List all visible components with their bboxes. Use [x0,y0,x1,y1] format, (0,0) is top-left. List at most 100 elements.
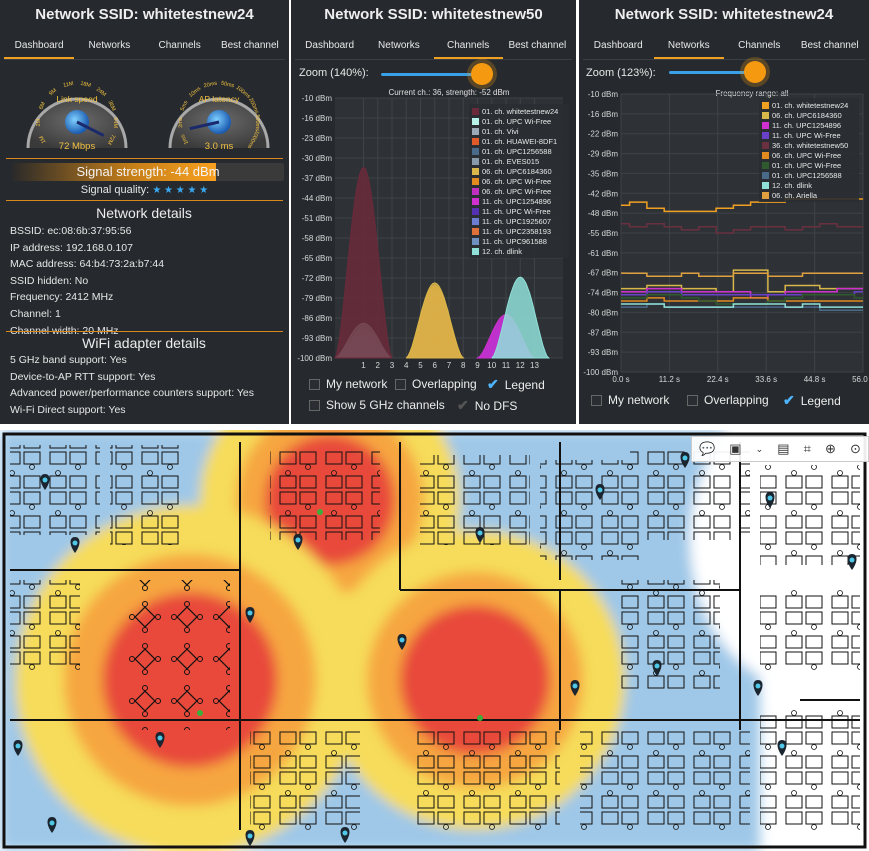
legend-entry: 11. ch. UPC1254896 [772,121,841,130]
checkbox-box[interactable] [591,394,602,406]
y-tick-label: -37 dBm [302,174,333,183]
zoom-slider-knob[interactable] [744,61,767,83]
download-icon[interactable]: ⊙ [849,441,861,456]
legend-entry: 12. ch. dlink [772,181,812,190]
map-pin-icon[interactable] [245,607,255,623]
x-tick-label: 33.6 s [755,375,777,384]
legend-entry: 01. ch. EVES015 [482,157,539,166]
show-5ghz-checkbox[interactable]: Show 5 GHz channels [309,398,445,412]
y-tick-label: -79 dBm [302,294,333,303]
comment-icon[interactable]: 💬 [699,441,716,456]
tab-channels[interactable]: Channels [738,40,781,51]
no-dfs-checkbox[interactable]: ✔ No DFS [457,397,517,414]
legend-entry: 01. ch. whitetestnew24 [482,107,558,116]
y-tick-label: -42 dBm [588,189,619,198]
zoom-label: Zoom (140%): [299,67,369,79]
x-tick-label: 5 [418,361,423,370]
tab-networks[interactable]: Networks [88,40,131,51]
map-pin-icon[interactable] [293,534,303,550]
save-icon[interactable]: ▤ [777,441,790,456]
map-pin-icon[interactable] [47,817,57,833]
map-pin-icon[interactable] [753,680,763,696]
tab-best-channel[interactable]: Best channel [800,40,859,51]
map-pin-icon[interactable] [595,484,605,500]
tab-networks[interactable]: Networks [653,34,724,59]
checkbox-label: My network [326,377,388,391]
legend-swatch [472,178,479,185]
gauge-tick-label: 5ms [180,100,190,112]
chevron-down-icon[interactable]: ⌄ [755,443,764,454]
gauge-tick-label: 72M [106,133,116,146]
legend-checkbox[interactable]: ✔ Legend [783,392,841,409]
map-pin-icon[interactable] [245,830,255,846]
map-pin-icon[interactable] [680,452,690,468]
checkbox-box[interactable] [309,378,320,390]
access-point-pins [13,452,857,846]
map-pin-icon[interactable] [475,527,485,543]
tab-dashboard[interactable]: Dashboard [4,34,75,59]
signal-strength-bar: Signal strength: -44 dBm [12,163,284,181]
map-pin-icon[interactable] [70,537,80,553]
checkbox-box[interactable] [687,394,698,406]
signal-quality-label: Signal quality: [80,184,150,196]
check-icon[interactable]: ✔ [457,397,469,413]
overlapping-checkbox[interactable]: Overlapping [687,393,769,407]
map-pin-icon[interactable] [847,554,857,570]
map-pin-icon[interactable] [765,492,775,508]
my-network-checkbox[interactable]: My network [591,393,669,407]
signal-strength-fill [12,163,216,181]
channels-panel: Network SSID: whitetestnew50 Dashboard N… [291,0,576,424]
map-pin-icon[interactable] [652,660,662,676]
gauge-value: 72 Mbps [59,141,96,152]
y-tick-label: -22 dBm [588,130,619,139]
tab-dashboard[interactable]: Dashboard [593,40,643,51]
map-pin-icon[interactable] [40,474,50,490]
x-tick-label: 44.8 s [804,375,826,384]
y-tick-label: -100 dBm [297,354,332,363]
x-tick-label: 6 [433,361,438,370]
my-network-checkbox[interactable]: My network [309,377,387,391]
checkbox-label: Legend [504,377,545,392]
tab-channels[interactable]: Channels [433,34,503,59]
map-pin-icon[interactable] [397,634,407,650]
legend-swatch [762,152,769,159]
legend-checkbox[interactable]: ✔ Legend [487,376,545,393]
map-pin-icon[interactable] [777,740,787,756]
furniture-block [580,730,750,830]
zoom-slider-track[interactable] [669,71,765,74]
map-pin-icon[interactable] [570,680,580,696]
zoom-slider-knob[interactable] [470,63,493,85]
access-point-icon [317,509,323,515]
gauge-tick-label: 20ms [203,80,218,89]
checkbox-box[interactable] [395,378,406,390]
signal-line [620,287,863,299]
legend-swatch [472,218,479,225]
map-pin-icon[interactable] [340,827,350,843]
tab-best-channel[interactable]: Best channel [220,40,279,51]
tab-best-channel[interactable]: Best channel [508,40,567,51]
overlapping-checkbox[interactable]: Overlapping [395,377,477,391]
legend-entry: 12. ch. dlink [482,247,522,256]
legend-swatch [472,128,479,135]
y-tick-label: -61 dBm [588,249,619,258]
check-icon[interactable]: ✔ [487,376,499,392]
detail-line: Channel: 1 [10,308,61,320]
zoom-slider-track[interactable] [381,73,493,76]
y-tick-label: -30 dBm [302,154,333,163]
zoom-in-icon[interactable]: ⊕ [825,441,836,456]
tab-dashboard[interactable]: Dashboard [305,40,355,51]
legend-swatch [762,102,769,109]
check-icon[interactable]: ✔ [783,392,795,408]
checkbox-box[interactable] [309,399,320,411]
crop-icon[interactable]: ⌗ [803,441,811,456]
map-pin-icon[interactable] [155,732,165,748]
select-icon[interactable]: ▣ [729,441,742,456]
wifi-heatmap-floorplan [0,430,869,851]
zoom-label: Zoom (123%): [586,67,656,79]
tab-channels[interactable]: Channels [158,40,201,51]
map-pin-icon[interactable] [13,740,23,756]
x-tick-label: 3 [390,361,395,370]
x-tick-label: 13 [530,361,539,370]
tab-networks[interactable]: Networks [378,40,420,51]
